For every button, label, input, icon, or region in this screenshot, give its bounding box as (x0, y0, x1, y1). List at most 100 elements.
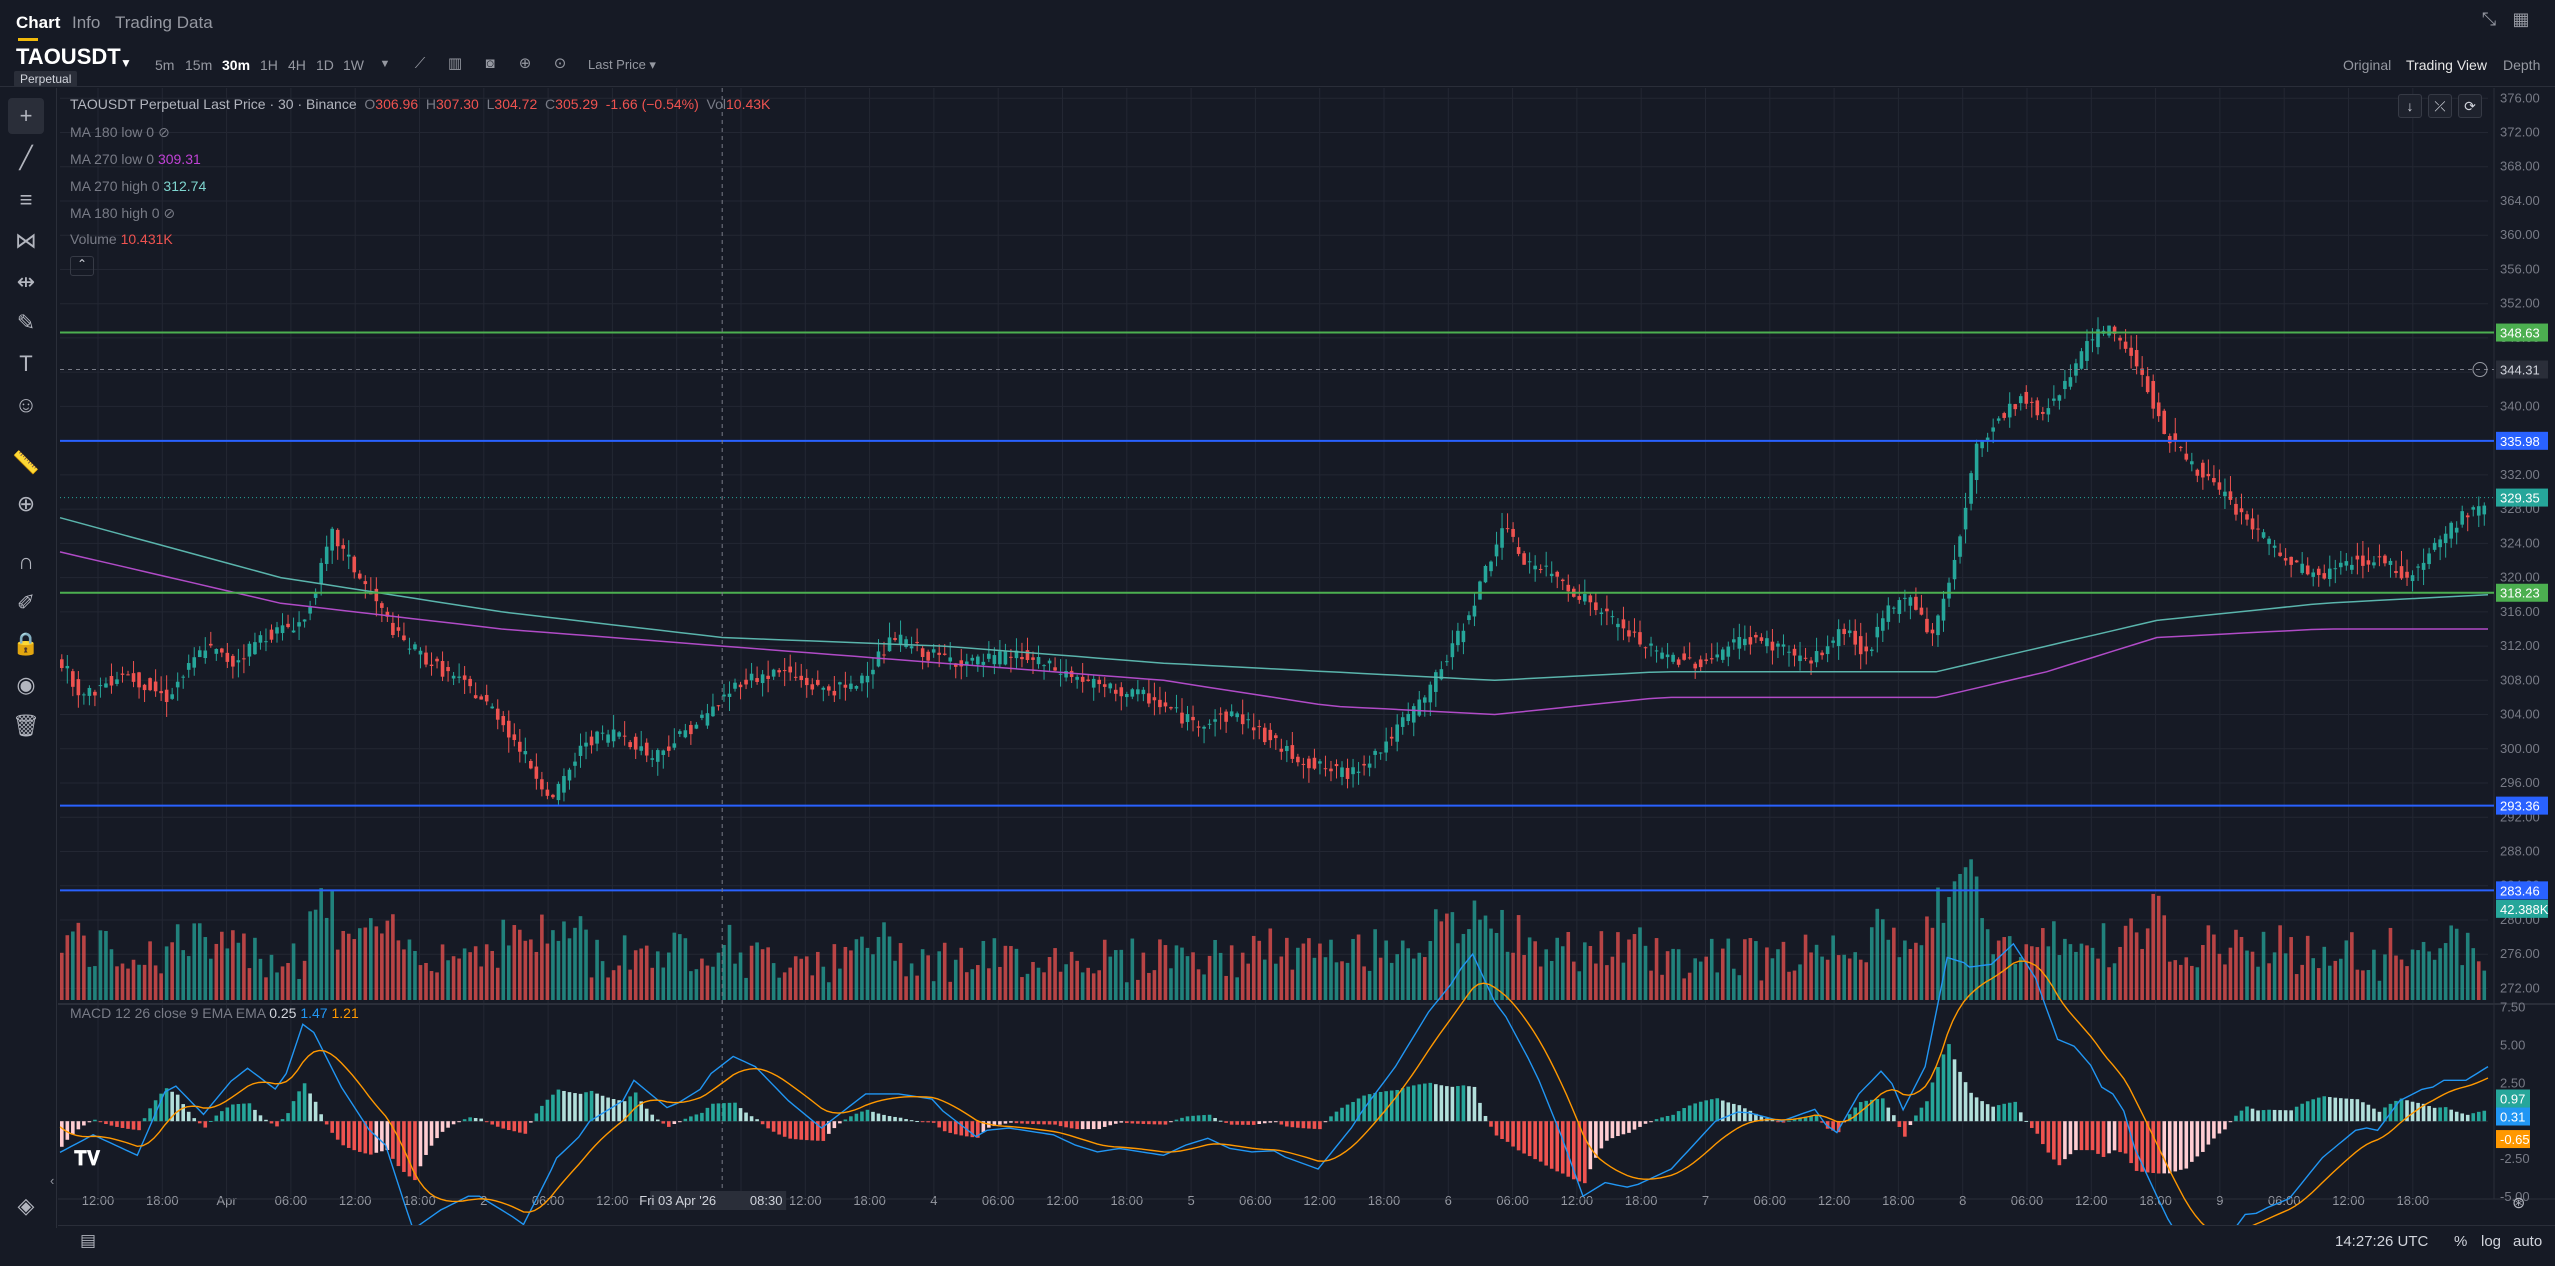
indicator-icon[interactable]: ⟋ (414, 55, 426, 72)
candle-body (827, 686, 831, 691)
volume-bar (1996, 940, 2001, 1000)
view-original[interactable]: Original (2343, 57, 2392, 73)
macd-histogram-bar (882, 1114, 886, 1122)
volume-bar (1820, 956, 1824, 1000)
trend-line-icon[interactable]: ╱ (19, 145, 33, 170)
eye-off-icon[interactable]: ⊘ (163, 205, 176, 221)
candle-body (1113, 689, 1118, 694)
candle-body (1312, 757, 1317, 769)
tf-1w[interactable]: 1W (343, 57, 364, 73)
fib-icon[interactable]: ⇹ (16, 269, 36, 294)
candle-body (2454, 527, 2459, 533)
candle-body (1958, 536, 1962, 557)
candle-body (832, 690, 837, 696)
tf-15m[interactable]: 15m (185, 57, 213, 73)
eye-off-icon[interactable]: ⊘ (157, 124, 170, 140)
maximize-pane-icon[interactable]: ⟳ (2458, 94, 2482, 118)
price-source-dropdown[interactable]: Last Price ▾ (588, 57, 656, 72)
volume-bar (2201, 945, 2205, 1000)
tf-5m[interactable]: 5m (155, 57, 175, 73)
collapse-pane-icon[interactable]: ⤫ (2428, 94, 2452, 118)
macd-histogram-bar (1605, 1121, 1609, 1141)
macd-histogram-bar (1958, 1071, 1962, 1122)
zoom-in-icon[interactable]: ⊕ (16, 491, 36, 516)
grid-layout-icon[interactable]: ▦ (2512, 9, 2530, 29)
volume-bar (1428, 941, 1433, 1000)
timeframe-dropdown-icon[interactable]: ▼ (379, 58, 391, 70)
camera-icon[interactable]: ◙ (485, 55, 495, 72)
macd-histogram-bar (1235, 1121, 1239, 1125)
candle-body (280, 625, 285, 634)
ruler-icon[interactable]: 📏 (12, 450, 40, 475)
candle-body (2405, 571, 2409, 578)
price-chart[interactable]: 376.00 372.00 368.00 364.00 360.00 356.00 352.… (58, 88, 2555, 1225)
trash-icon[interactable]: 🗑 (12, 713, 40, 738)
crosshair-icon[interactable]: + (8, 98, 44, 134)
volume-bar (1356, 934, 1361, 1000)
calendar-icon[interactable]: ▤ (80, 1231, 97, 1250)
brush-icon[interactable]: ✎ (16, 310, 36, 335)
legend-volume[interactable]: Volume 10.431K (70, 231, 173, 247)
tf-30m[interactable]: 30m (222, 57, 251, 73)
candle-body (76, 679, 81, 696)
macd-histogram-bar (335, 1121, 340, 1140)
legend-ma180-high[interactable]: MA 180 high 0 ⊘ (70, 205, 175, 222)
magnet-icon[interactable]: ∩ (18, 549, 34, 574)
volume-bar (1588, 946, 1593, 1000)
lock-icon[interactable]: 🔒 (12, 631, 40, 656)
volume-bar (1638, 927, 1642, 1000)
candle-body (440, 661, 445, 677)
eye-icon[interactable]: ◉ (16, 672, 36, 697)
tf-1d[interactable]: 1D (316, 57, 334, 73)
macd-histogram-bar (186, 1111, 191, 1122)
candle-body (1864, 646, 1869, 652)
legend-ma180-low[interactable]: MA 180 low 0 ⊘ (70, 124, 170, 141)
collapse-legend-button[interactable]: ⌃ (70, 256, 94, 276)
emoji-icon[interactable]: ☺ (14, 392, 38, 417)
volume-bar (1064, 964, 1068, 1000)
collapse-icon[interactable]: ⤡ (2481, 9, 2497, 29)
timezone-settings-icon[interactable]: ⊛ (2512, 1195, 2526, 1212)
horizontal-lines-icon[interactable]: ≡ (19, 187, 33, 212)
candle-body (976, 656, 980, 665)
settings-icon[interactable]: ⊙ (553, 55, 567, 72)
tf-4h[interactable]: 4H (288, 57, 306, 73)
text-icon[interactable]: T (19, 351, 33, 376)
tab-trading-data[interactable]: Trading Data (115, 13, 213, 32)
view-trading-view[interactable]: Trading View (2406, 57, 2487, 73)
macd-histogram-bar (2035, 1121, 2040, 1134)
symbol-name[interactable]: TAOUSDT (16, 44, 121, 69)
volume-bar (1687, 972, 1692, 1000)
y-tick-label: 312.00 (2500, 638, 2540, 653)
move-down-icon[interactable]: ↓ (2398, 94, 2422, 118)
candle-body (1748, 637, 1753, 645)
legend-ma270-high[interactable]: MA 270 high 0 312.74 (70, 178, 206, 194)
symbol-dropdown-icon[interactable]: ▼ (120, 56, 132, 70)
top-tab-bar: Chart Info Trading Data ⤡ ▦ (0, 0, 2555, 44)
lock-drawing-icon[interactable]: ✐ (16, 590, 36, 615)
layers-icon[interactable]: ◈ (17, 1193, 35, 1218)
volume-bar (2339, 958, 2343, 1000)
tf-1h[interactable]: 1H (260, 57, 278, 73)
add-icon[interactable]: ⊕ (518, 55, 532, 72)
candle-body (2173, 433, 2178, 441)
scroll-left-icon[interactable]: ‹ (50, 1173, 55, 1188)
view-depth[interactable]: Depth (2503, 57, 2541, 73)
percent-toggle[interactable]: % (2454, 1233, 2468, 1250)
log-toggle[interactable]: log (2481, 1233, 2502, 1250)
macd-histogram-bar (782, 1121, 787, 1137)
auto-toggle[interactable]: auto (2513, 1233, 2543, 1250)
macd-histogram-bar (1042, 1121, 1046, 1125)
chart-type-icon[interactable]: ▥ (447, 55, 463, 72)
tab-info[interactable]: Info (72, 13, 101, 32)
legend-ma270-low[interactable]: MA 270 low 0 309.31 (70, 151, 201, 167)
macd-histogram-bar (799, 1121, 804, 1140)
pattern-icon[interactable]: ⋈ (15, 228, 37, 253)
volume-bar (2333, 960, 2338, 1000)
candle-body (1169, 707, 1173, 709)
macd-histogram-bar (1687, 1105, 1692, 1122)
tab-chart[interactable]: Chart (16, 13, 61, 32)
utc-time[interactable]: 14:27:26 UTC (2335, 1233, 2429, 1250)
macd-histogram-bar (1864, 1100, 1869, 1122)
macd-histogram-bar (153, 1100, 158, 1122)
